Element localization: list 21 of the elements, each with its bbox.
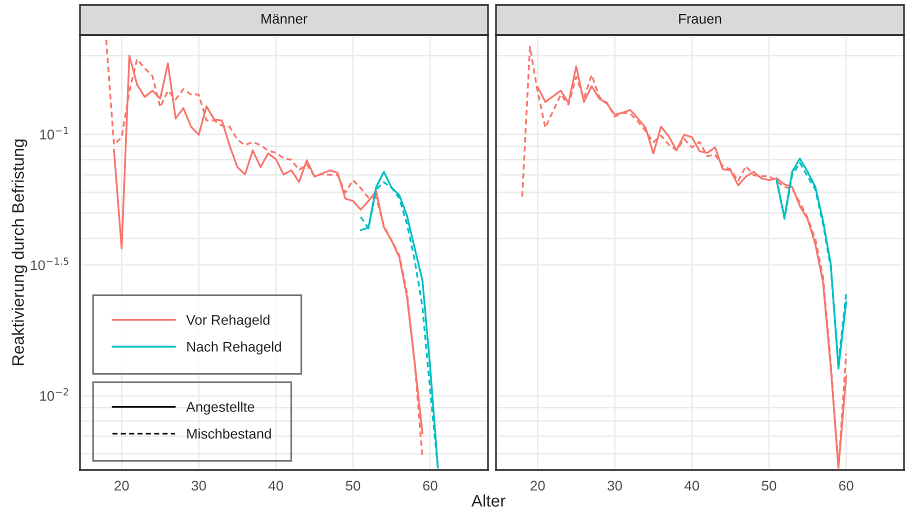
legend-label: Vor Rehageld bbox=[186, 314, 270, 328]
x-tick-label: 50 bbox=[762, 480, 776, 491]
x-tick-label: 40 bbox=[684, 480, 700, 491]
legend-label: Nach Rehageld bbox=[187, 341, 281, 354]
chart-title: Frauen bbox=[679, 14, 722, 24]
y-tick-label: 10$^{−1}$ bbox=[40, 126, 68, 140]
x-tick-label: 40 bbox=[268, 480, 284, 491]
x-axis-title: Alter bbox=[471, 494, 506, 507]
x-tick-label: 60 bbox=[839, 480, 854, 491]
x-tick-label: 30 bbox=[192, 480, 206, 491]
x-tick-label: 30 bbox=[608, 480, 622, 491]
annotation: Angestellte bbox=[186, 402, 254, 415]
chart-title: Männer bbox=[262, 14, 308, 24]
x-tick-label: 20 bbox=[114, 480, 129, 491]
x-tick-label: 50 bbox=[346, 480, 360, 491]
x-tick-label: 20 bbox=[530, 480, 545, 491]
y-tick-label: 10$^{−1.5}$ bbox=[31, 258, 68, 270]
annotation: Mischbestand bbox=[187, 428, 271, 439]
y-axis-title: Reaktivierung durch Befristung bbox=[12, 140, 28, 366]
y-tick-label: 10$^{−2}$ bbox=[40, 388, 68, 401]
x-tick-label: 60 bbox=[423, 480, 438, 491]
